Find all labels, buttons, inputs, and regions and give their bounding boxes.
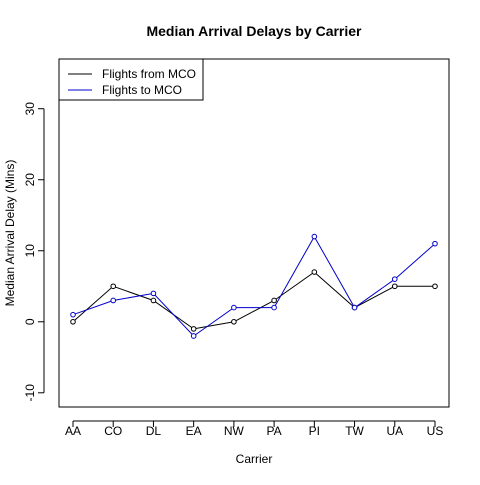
x-tick-label: UA [386,424,403,438]
data-point-1 [271,304,277,311]
x-tick-label: PI [309,424,320,438]
legend: Flights from MCO Flights to MCO [58,58,204,101]
data-point-1 [150,290,157,297]
data-point-0 [70,318,76,325]
legend-box [58,58,204,101]
legend-label-flights-to-mco: Flights to MCO [102,83,182,97]
data-point-0 [391,283,398,290]
y-tick-label: 20 [23,173,37,187]
data-point-1 [432,240,438,247]
x-tick-label: US [427,424,444,438]
y-tick-label: 30 [23,102,37,116]
x-tick-label: TW [345,424,364,438]
data-point-1 [190,333,197,339]
y-tick-label: -10 [23,384,37,402]
data-point-1 [110,297,117,304]
data-point-0 [110,283,117,290]
y-tick-label: 0 [23,318,37,325]
data-point-0 [150,297,157,304]
x-tick-label: CO [104,424,122,438]
data-point-1 [311,233,318,240]
series-line-1 [72,235,436,337]
data-point-1 [231,304,237,311]
y-axis: -10 0 10 20 30 [23,102,45,402]
data-point-0 [432,283,438,290]
y-tick-label: 10 [23,244,37,258]
chart-title: Median Arrival Delays by Carrier [146,23,362,39]
x-tick-label: EA [186,424,202,438]
data-point-1 [351,304,358,311]
plot-frame [58,58,450,408]
series-layer [70,233,438,339]
legend-label-flights-from-mco: Flights from MCO [102,67,196,81]
y-axis-label: Median Arrival Delay (Mins) [3,160,17,307]
data-point-1 [70,311,76,318]
data-point-0 [231,318,237,325]
data-point-0 [190,326,197,332]
series-line-0 [72,271,435,330]
x-axis: AA CO DL EA NW PA PI TW UA US [65,420,444,438]
x-axis-label: Carrier [236,452,273,466]
data-point-0 [271,297,277,304]
data-point-1 [391,276,398,282]
data-point-0 [311,269,318,275]
x-tick-label: DL [146,424,162,438]
x-tick-label: NW [224,424,245,438]
x-tick-label: PA [267,424,282,438]
x-tick-label: AA [65,424,81,438]
